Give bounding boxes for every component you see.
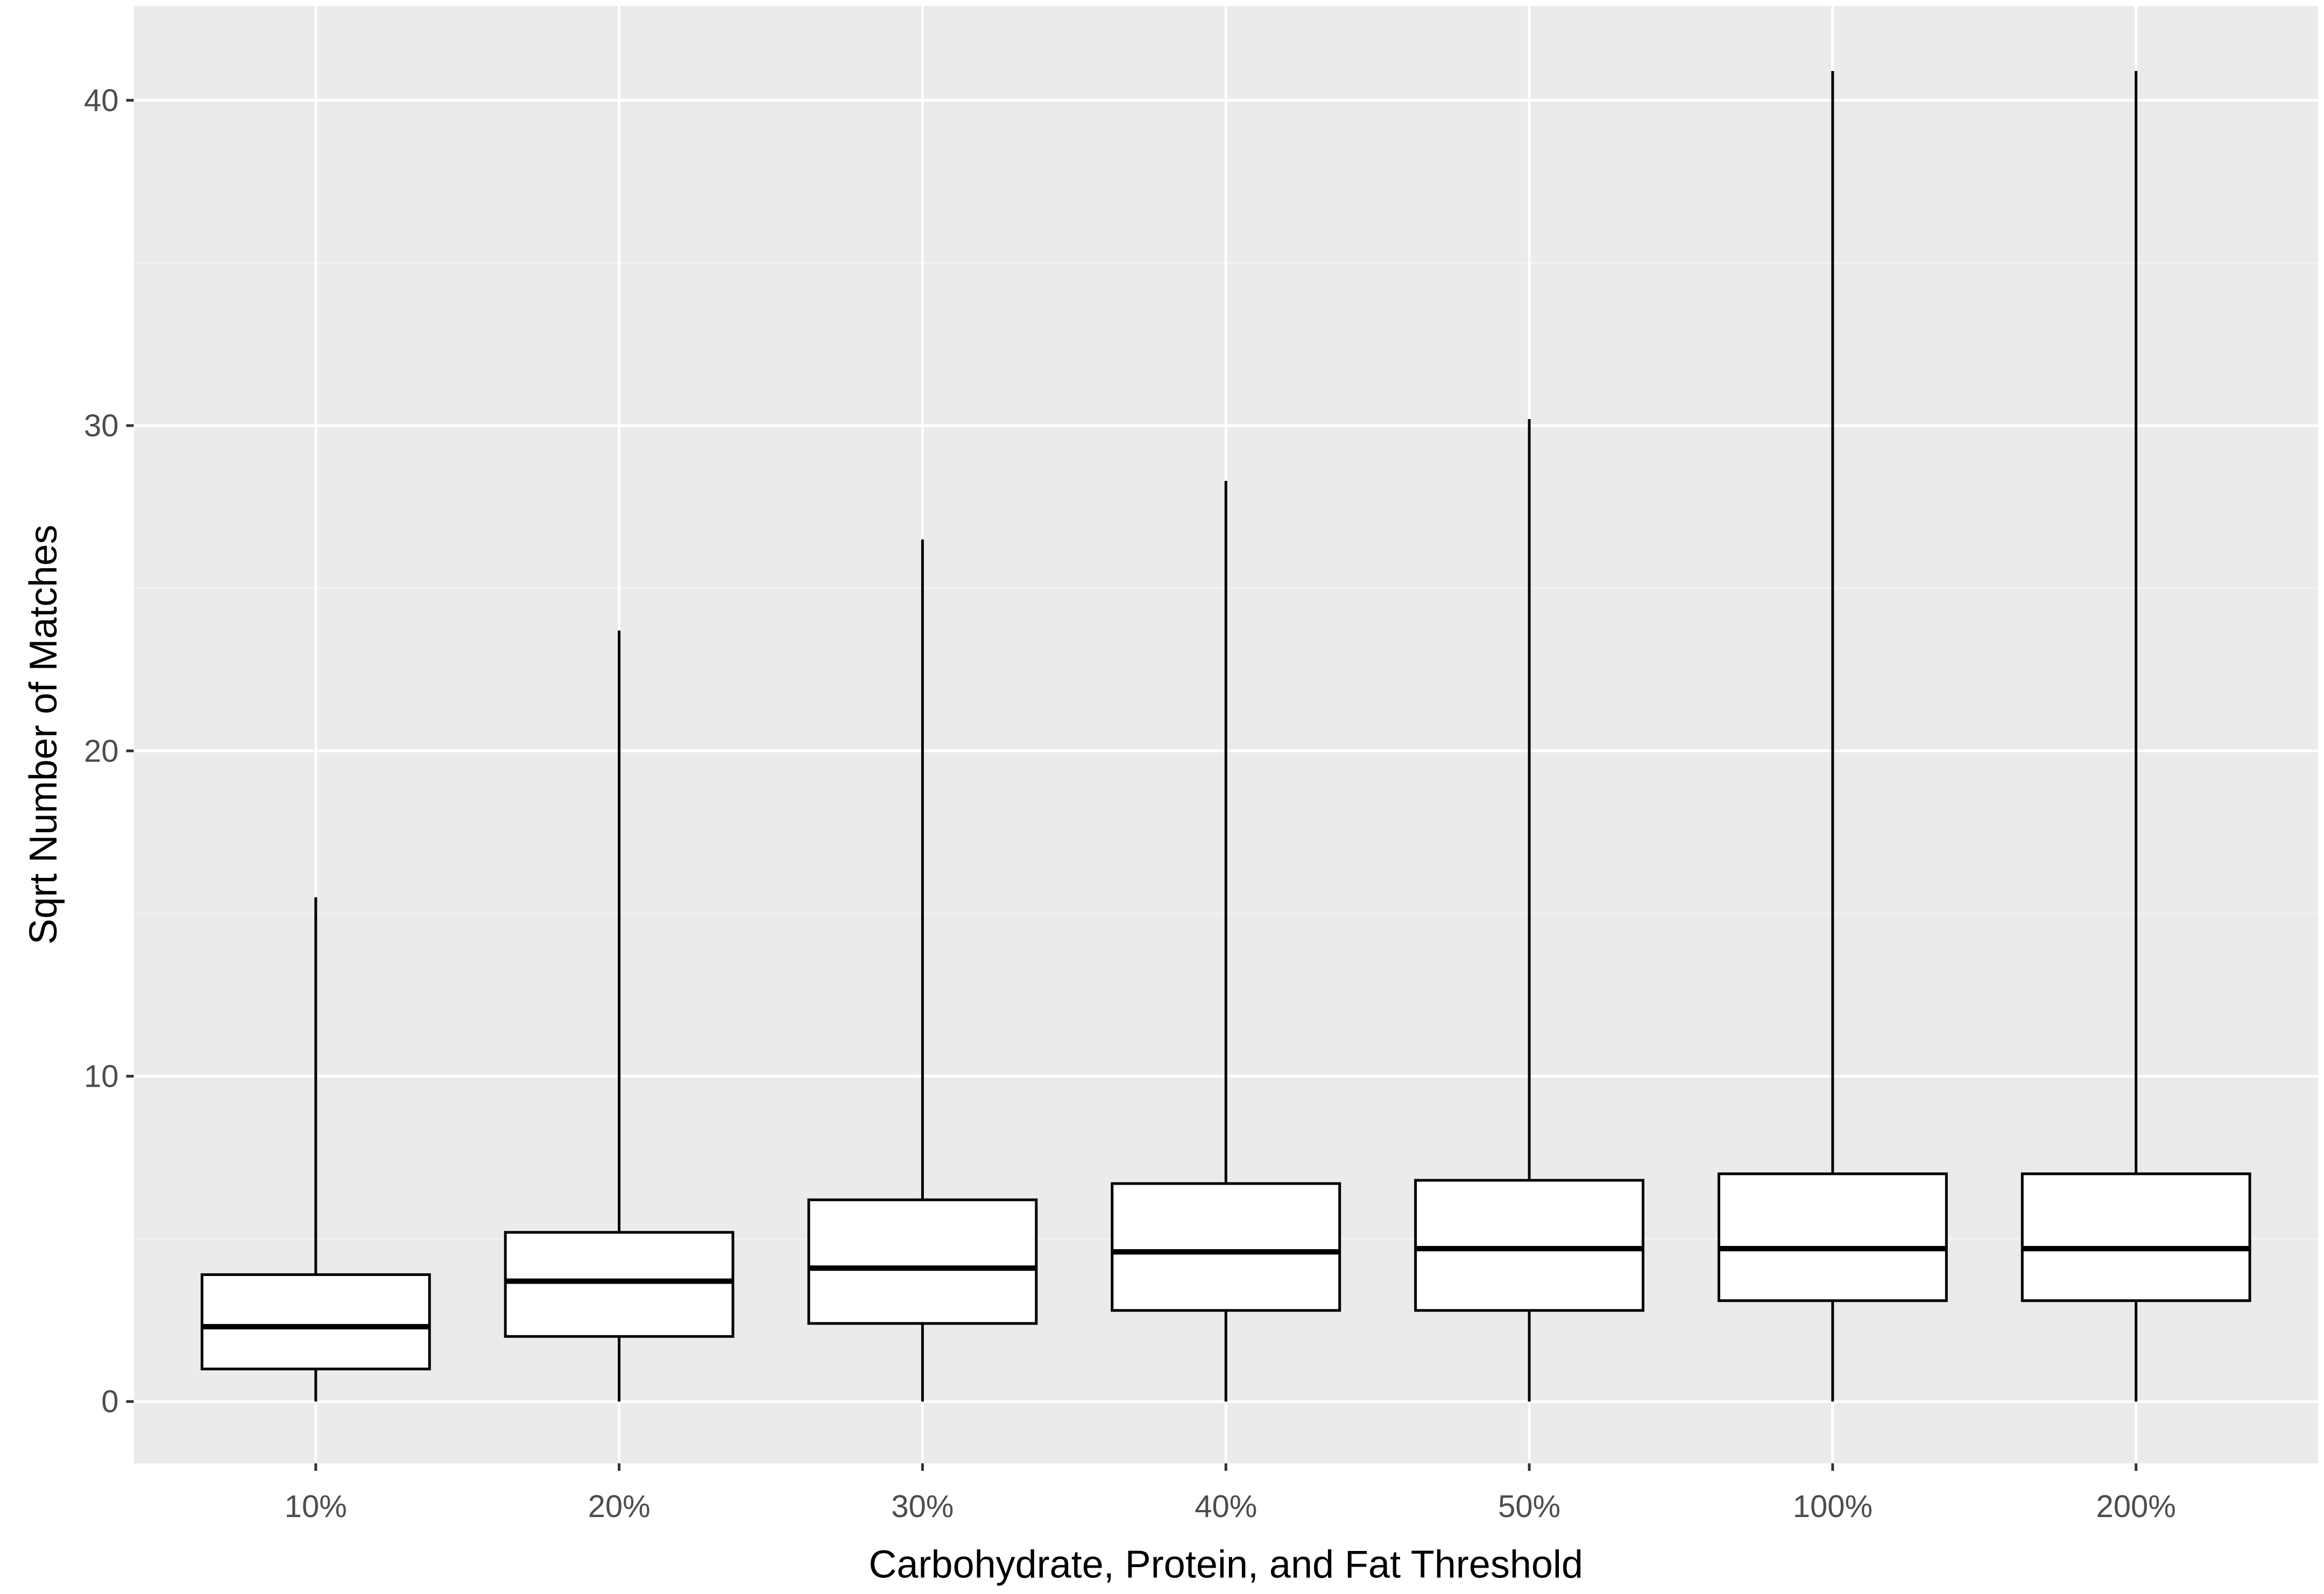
- x-tick-label: 100%: [1793, 1489, 1873, 1524]
- y-axis-title: Sqrt Number of Matches: [22, 525, 65, 944]
- box-iqr: [1717, 1172, 1948, 1302]
- x-tick-label: 20%: [588, 1489, 651, 1524]
- x-tick-label: 200%: [2096, 1489, 2175, 1524]
- box-iqr: [1414, 1179, 1644, 1312]
- box-20%: [504, 630, 734, 1402]
- x-tick-label: 10%: [285, 1489, 347, 1524]
- x-axis-title: Carbohydrate, Protein, and Fat Threshold: [869, 1543, 1583, 1586]
- x-axis: 10% 20% 30% 40% 50% 100% 200%: [285, 1463, 2176, 1524]
- box-50%: [1414, 419, 1644, 1402]
- y-tick-label: 40: [84, 83, 119, 118]
- y-tick-label: 30: [84, 408, 119, 443]
- box-10%: [200, 897, 431, 1402]
- box-iqr: [504, 1231, 734, 1338]
- box-100%: [1717, 70, 1948, 1402]
- y-axis: 0 10 20 30 40: [84, 83, 134, 1419]
- y-tick-label: 20: [84, 734, 119, 769]
- box-iqr: [2021, 1172, 2251, 1302]
- box-30%: [807, 539, 1038, 1402]
- x-tick-label: 50%: [1498, 1489, 1560, 1524]
- y-tick-label: 0: [101, 1384, 118, 1419]
- x-tick-label: 30%: [891, 1489, 953, 1524]
- box-iqr: [807, 1198, 1038, 1325]
- box-40%: [1111, 480, 1341, 1402]
- box-200%: [2021, 70, 2251, 1402]
- box-iqr: [1111, 1182, 1341, 1312]
- x-tick-label: 40%: [1195, 1489, 1257, 1524]
- y-tick-label: 10: [84, 1059, 119, 1094]
- boxes-layer: [200, 70, 2251, 1402]
- box-iqr: [200, 1273, 431, 1371]
